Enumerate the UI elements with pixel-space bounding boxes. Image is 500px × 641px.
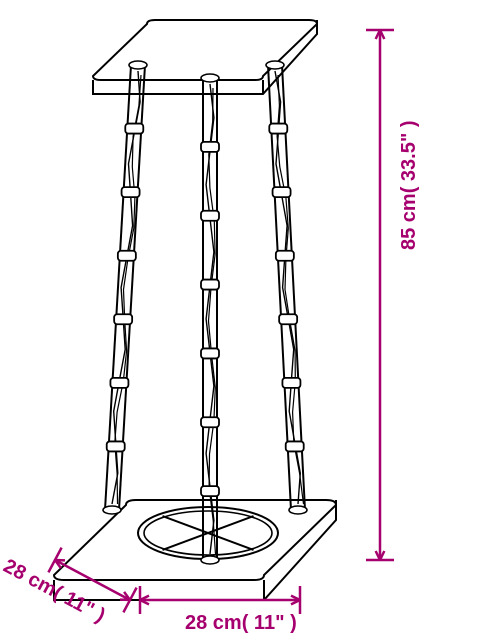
diagram-canvas: [0, 0, 500, 641]
product-line-art: [54, 20, 336, 600]
dimension-label-height: 85 cm( 33.5" ): [398, 120, 421, 250]
dimension-label-width: 28 cm( 11" ): [185, 612, 297, 635]
